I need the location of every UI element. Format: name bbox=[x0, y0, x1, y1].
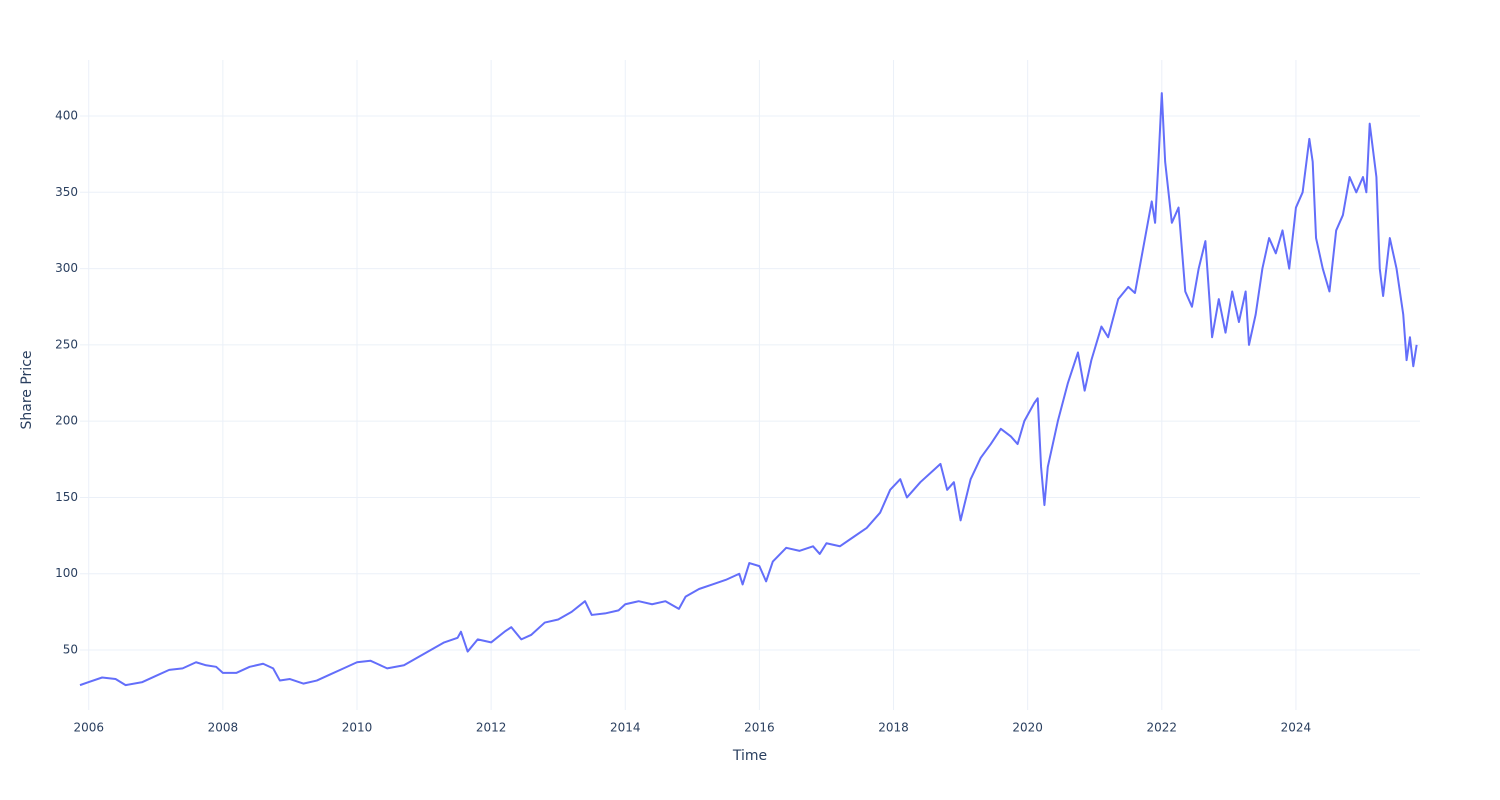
y-tick-label: 100 bbox=[55, 566, 78, 580]
x-tick-label: 2006 bbox=[73, 721, 104, 735]
x-tick-label: 2012 bbox=[476, 721, 507, 735]
grid bbox=[80, 60, 1420, 710]
x-tick-label: 2014 bbox=[610, 721, 641, 735]
x-tick-label: 2024 bbox=[1281, 721, 1312, 735]
x-tick-label: 2008 bbox=[208, 721, 239, 735]
x-tick-label: 2016 bbox=[744, 721, 775, 735]
x-tick-label: 2020 bbox=[1012, 721, 1043, 735]
price-line bbox=[79, 92, 1418, 687]
y-tick-label: 50 bbox=[63, 643, 78, 657]
x-axis-title: Time bbox=[732, 748, 767, 764]
y-tick-label: 400 bbox=[55, 108, 78, 122]
y-tick-label: 350 bbox=[55, 185, 78, 199]
y-axis-title: Share Price bbox=[19, 350, 35, 429]
y-tick-label: 250 bbox=[55, 337, 78, 351]
y-tick-label: 150 bbox=[55, 490, 78, 504]
x-tick-label: 2018 bbox=[878, 721, 909, 735]
y-tick-label: 300 bbox=[55, 261, 78, 275]
x-tick-label: 2022 bbox=[1147, 721, 1178, 735]
y-tick-label: 200 bbox=[55, 414, 78, 428]
x-tick-label: 2010 bbox=[342, 721, 373, 735]
